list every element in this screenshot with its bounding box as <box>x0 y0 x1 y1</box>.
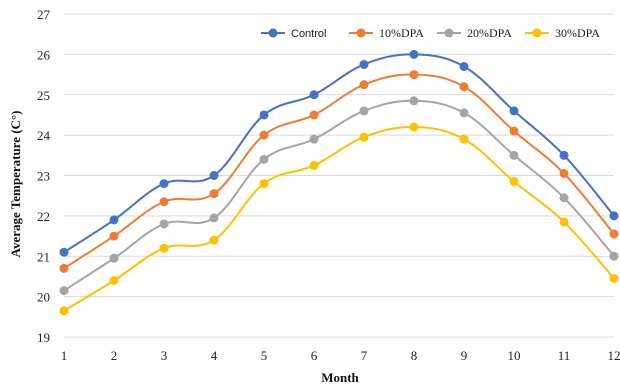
legend-label: 20%DPA <box>467 26 512 40</box>
data-point-20-dpa <box>459 108 469 118</box>
data-point-control <box>409 49 419 59</box>
legend-item-10-dpa: 10%DPA <box>349 26 424 40</box>
data-point-control <box>459 61 469 71</box>
data-point-control <box>309 90 319 100</box>
y-axis-title: Average Temperature (C°) <box>8 111 23 258</box>
data-point-20-dpa <box>209 213 219 223</box>
data-point-30-dpa <box>309 160 319 170</box>
data-point-20-dpa <box>159 219 169 229</box>
series-control <box>59 49 619 257</box>
x-tick-label: 10 <box>508 348 521 363</box>
data-point-20-dpa <box>609 251 619 261</box>
legend-item-20-dpa: 20%DPA <box>437 26 512 40</box>
data-point-20-dpa <box>309 134 319 144</box>
legend-item-control: Control <box>261 28 326 40</box>
legend-marker <box>268 28 278 38</box>
series-line-30-dpa <box>63 126 615 312</box>
x-tick-label: 3 <box>161 348 168 363</box>
data-point-control <box>109 215 119 225</box>
x-tick-label: 2 <box>111 348 118 363</box>
legend: Control 10%DPA 20%DPA 30%DPA <box>261 26 600 40</box>
y-axis-ticks: 19 20 21 22 23 24 25 26 27 <box>37 7 51 345</box>
data-point-10-dpa <box>159 197 169 207</box>
x-tick-label: 12 <box>608 348 620 363</box>
data-point-control <box>559 150 569 160</box>
x-axis-ticks: 1 2 3 4 5 6 7 8 9 10 11 12 <box>61 348 620 363</box>
data-point-control <box>609 211 619 221</box>
data-point-20-dpa <box>409 96 419 106</box>
y-tick-label: 26 <box>37 47 51 62</box>
y-tick-label: 22 <box>37 209 50 224</box>
data-point-10-dpa <box>309 110 319 120</box>
y-tick-label: 25 <box>37 88 50 103</box>
data-point-control <box>59 247 69 257</box>
legend-label: 10%DPA <box>379 26 424 40</box>
data-point-20-dpa <box>359 106 369 116</box>
data-point-30-dpa <box>209 235 219 245</box>
x-tick-label: 8 <box>411 348 418 363</box>
data-point-30-dpa <box>409 122 419 132</box>
data-point-10-dpa <box>59 263 69 273</box>
legend-marker <box>532 28 542 38</box>
x-tick-label: 11 <box>558 348 571 363</box>
y-tick-label: 27 <box>37 7 51 22</box>
data-point-control <box>209 171 219 180</box>
series-20-dpa <box>59 96 619 296</box>
y-tick-label: 23 <box>37 169 50 184</box>
grid-lines <box>64 13 614 338</box>
data-point-30-dpa <box>509 177 519 187</box>
x-tick-label: 4 <box>211 348 218 363</box>
series-line-control <box>63 53 615 254</box>
data-point-10-dpa <box>559 168 569 178</box>
x-tick-label: 6 <box>311 348 318 363</box>
data-point-30-dpa <box>459 134 469 144</box>
data-point-30-dpa <box>609 273 619 283</box>
data-point-20-dpa <box>259 154 269 164</box>
data-point-30-dpa <box>359 132 369 142</box>
data-point-10-dpa <box>409 70 419 80</box>
legend-label: Control <box>291 28 326 40</box>
legend-marker <box>356 28 366 38</box>
data-point-10-dpa <box>609 229 619 239</box>
data-point-10-dpa <box>459 82 469 92</box>
data-point-control <box>259 110 269 120</box>
legend-marker <box>444 28 454 38</box>
data-point-30-dpa <box>159 243 169 253</box>
data-point-20-dpa <box>509 150 519 160</box>
y-tick-label: 19 <box>37 330 50 345</box>
data-point-control <box>359 59 369 69</box>
y-tick-label: 21 <box>37 249 50 264</box>
data-point-10-dpa <box>109 231 119 241</box>
legend-label: 30%DPA <box>555 26 600 40</box>
data-point-10-dpa <box>209 189 219 199</box>
data-point-30-dpa <box>59 306 69 316</box>
y-tick-label: 24 <box>37 128 51 143</box>
legend-item-30-dpa: 30%DPA <box>525 26 600 40</box>
data-point-10-dpa <box>509 126 519 136</box>
x-tick-label: 9 <box>461 348 468 363</box>
y-tick-label: 20 <box>37 290 50 305</box>
x-tick-label: 5 <box>261 348 268 363</box>
data-point-30-dpa <box>109 275 119 285</box>
data-point-20-dpa <box>559 193 569 203</box>
data-point-30-dpa <box>559 217 569 227</box>
series-line-10-dpa <box>63 73 615 270</box>
series-10-dpa <box>59 70 619 273</box>
series-30-dpa <box>59 122 619 316</box>
data-point-control <box>159 179 169 189</box>
data-point-20-dpa <box>109 253 119 263</box>
data-point-control <box>509 106 519 116</box>
data-point-30-dpa <box>259 179 269 189</box>
data-point-10-dpa <box>259 130 269 140</box>
x-tick-label: 1 <box>61 348 68 363</box>
series-group <box>59 49 619 316</box>
x-axis-title: Month <box>321 370 359 385</box>
x-tick-label: 7 <box>361 348 368 363</box>
data-point-10-dpa <box>359 80 369 90</box>
data-point-20-dpa <box>59 286 69 296</box>
